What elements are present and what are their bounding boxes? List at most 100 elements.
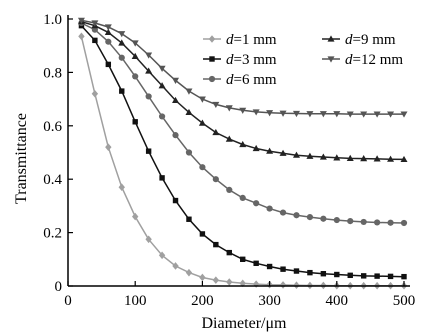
- axes: [67, 15, 410, 287]
- legend-label-value: =3 mm: [234, 52, 277, 68]
- data-point: [266, 110, 274, 117]
- data-point: [145, 235, 152, 244]
- data-point: [131, 52, 139, 59]
- y-tick-label: 0.6: [43, 119, 62, 135]
- data-point: [400, 155, 408, 163]
- data-point: [279, 209, 287, 216]
- data-point: [199, 231, 206, 237]
- data-point: [319, 111, 327, 118]
- data-point: [159, 175, 165, 181]
- y-axis-title: Transmittance: [13, 113, 30, 204]
- legend-label: d=12 mm: [345, 52, 403, 68]
- data-point: [292, 110, 300, 118]
- data-point: [253, 200, 260, 207]
- legend-marker: [208, 75, 216, 83]
- data-point: [91, 89, 99, 98]
- data-point: [347, 272, 353, 279]
- data-point: [172, 132, 179, 139]
- data-point: [132, 119, 138, 125]
- data-point: [119, 88, 125, 94]
- data-point: [333, 154, 341, 161]
- data-point: [401, 273, 407, 280]
- data-point: [373, 155, 381, 162]
- legend: d=1 mmd=3 mmd=6 mmd=9 mmd=12 mm: [203, 32, 403, 88]
- data-point: [320, 215, 327, 222]
- data-point: [105, 61, 112, 68]
- x-tick-label: 500: [393, 293, 416, 309]
- data-point: [334, 271, 340, 278]
- legend-label: d=3 mm: [226, 52, 277, 68]
- data-point: [387, 273, 394, 280]
- legend-label-value: =9 mm: [353, 32, 396, 48]
- data-point: [118, 54, 125, 61]
- data-point: [306, 111, 314, 118]
- data-point: [307, 269, 313, 276]
- legend-label-var: d: [226, 52, 234, 68]
- data-point: [279, 110, 287, 117]
- data-point: [360, 155, 368, 162]
- legend-label-var: d: [345, 32, 353, 48]
- data-point: [292, 151, 300, 158]
- data-point: [387, 155, 395, 162]
- ticks: 0 100 200 300 400 500 0 0.2 0.4 0.6 0.8 1.0: [43, 12, 415, 309]
- data-point: [240, 256, 246, 262]
- data-point: [320, 271, 327, 277]
- data-point: [360, 273, 367, 279]
- series-2: [78, 22, 407, 280]
- x-tick-label: 200: [191, 293, 214, 309]
- data-point: [78, 32, 85, 41]
- data-point: [145, 148, 152, 154]
- data-point: [172, 96, 180, 104]
- data-point: [132, 73, 139, 80]
- data-point: [225, 135, 233, 142]
- legend-label-value: =6 mm: [234, 72, 277, 88]
- data-point: [104, 24, 112, 31]
- legend-label-var: d: [226, 32, 234, 48]
- data-point: [104, 28, 112, 35]
- legend-label: d=9 mm: [345, 32, 396, 48]
- data-point: [239, 194, 246, 201]
- data-point: [186, 216, 192, 222]
- y-tick-label: 0.2: [43, 226, 62, 242]
- data-point: [226, 186, 233, 193]
- legend-label-var: d: [345, 52, 353, 68]
- x-tick-label: 0: [64, 293, 72, 309]
- data-point: [239, 140, 247, 148]
- data-point: [360, 218, 367, 226]
- data-point: [185, 88, 193, 95]
- data-point: [172, 262, 179, 270]
- y-tick-label: 1.0: [43, 12, 62, 28]
- legend-label: d=6 mm: [226, 72, 277, 88]
- data-point: [226, 249, 232, 256]
- series-4: [77, 18, 408, 163]
- x-tick-label: 400: [326, 293, 349, 309]
- data-point: [158, 251, 166, 260]
- data-point: [266, 205, 273, 212]
- data-point: [239, 279, 246, 288]
- data-point: [131, 40, 139, 47]
- data-point: [185, 149, 193, 156]
- y-tick-label: 0.8: [43, 65, 62, 81]
- y-tick-label: 0: [55, 279, 63, 295]
- data-point: [132, 212, 139, 221]
- legend-label-value: =1 mm: [234, 32, 277, 48]
- data-point: [293, 268, 300, 274]
- series-5: [77, 17, 408, 118]
- legend-item-4: d=9 mm: [322, 32, 396, 48]
- data-point: [118, 183, 125, 192]
- data-point: [212, 101, 220, 109]
- data-point: [212, 128, 220, 136]
- data-point: [212, 276, 220, 284]
- series-3: [78, 19, 408, 227]
- data-point: [226, 278, 233, 286]
- data-point: [374, 273, 380, 279]
- data-point: [185, 108, 193, 116]
- data-point: [172, 77, 180, 85]
- data-point: [374, 219, 381, 226]
- legend-label: d=1 mm: [226, 32, 277, 48]
- data-point: [266, 147, 274, 154]
- data-point: [280, 266, 286, 272]
- data-point: [346, 111, 354, 118]
- data-point: [212, 176, 219, 183]
